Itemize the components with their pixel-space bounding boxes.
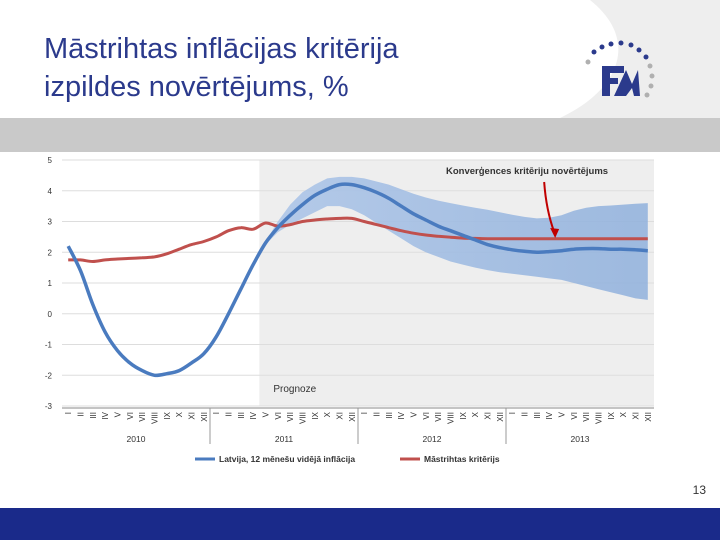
x-axis: I II III IV V VI VII VIII IX X XI XII I II III IV V VI VII…: [62, 407, 654, 444]
x-month-label: V: [262, 411, 271, 417]
x-month-label: VI: [422, 412, 431, 420]
x-month-label: IV: [545, 411, 554, 419]
slide-title-line-1: Māstrihtas inflācijas kritērija: [44, 33, 399, 65]
y-tick-label: 2: [48, 248, 53, 257]
x-month-label: IX: [311, 411, 320, 419]
x-month-label: IX: [459, 411, 468, 419]
page-number: 13: [692, 483, 706, 497]
x-month-label: VII: [434, 412, 443, 422]
x-month-label: III: [237, 412, 246, 419]
y-tick-label: 5: [48, 156, 53, 165]
legend-label-latvia: Latvija, 12 mēnešu vidējā inflācija: [219, 454, 355, 464]
x-month-label: III: [533, 412, 542, 419]
x-month-label: V: [410, 411, 419, 417]
x-month-label: IV: [101, 411, 110, 419]
x-month-label: VII: [286, 412, 295, 422]
annotation-arrowhead: [550, 227, 560, 238]
y-tick-label: 0: [48, 310, 53, 319]
x-month-label: III: [385, 412, 394, 419]
x-month-label: I: [64, 412, 73, 414]
annotation-label: Konverģences kritēriju novērtējums: [446, 166, 608, 177]
x-year-label: 2011: [275, 434, 294, 444]
x-month-label: XI: [188, 412, 197, 420]
x-month-label: II: [225, 412, 234, 416]
x-month-label: I: [508, 412, 517, 414]
series-line-maastricht-criterion: [68, 216, 648, 264]
x-year-label: 2012: [423, 434, 442, 444]
x-month-label: XII: [200, 412, 209, 422]
x-month-label: X: [471, 411, 480, 417]
x-month-label: II: [521, 412, 530, 416]
x-month-label: VII: [582, 412, 591, 422]
x-month-label: XII: [496, 412, 505, 422]
x-month-label: VII: [138, 412, 147, 422]
x-month-label: VI: [126, 412, 135, 420]
x-month-label: VIII: [595, 412, 604, 424]
annotation-arrow: [543, 181, 556, 233]
x-month-label: II: [77, 412, 86, 416]
x-month-label: I: [212, 412, 221, 414]
x-month-label: V: [114, 411, 123, 417]
x-year-label: 2013: [571, 434, 590, 444]
x-month-label: VIII: [299, 412, 308, 424]
x-year-label: 2010: [127, 434, 146, 444]
x-month-label: IV: [397, 411, 406, 419]
x-month-label: III: [89, 412, 98, 419]
x-month-label: II: [373, 412, 382, 416]
forecast-label: Prognoze: [273, 384, 316, 395]
inflation-chart: 5 4 3 2 1 0 -1 -2 -3 Prognoze Konverģences kritē…: [45, 156, 654, 464]
x-month-label: IX: [163, 411, 172, 419]
x-month-label: XI: [632, 412, 641, 420]
ministry-logo-icon: [585, 40, 655, 98]
series-line-latvia-inflation: [66, 182, 648, 378]
x-month-label: VI: [570, 412, 579, 420]
y-axis-ticks: 5 4 3 2 1 0 -1 -2 -3: [45, 156, 53, 411]
x-month-label: I: [360, 412, 369, 414]
y-tick-label: -3: [45, 402, 53, 411]
decorative-top-swoosh: [500, 0, 720, 118]
legend: Latvija, 12 mēnešu vidējā inflācija Māst…: [195, 454, 500, 464]
y-tick-label: 4: [48, 187, 53, 196]
legend-label-maastricht: Māstrihtas kritērijs: [424, 454, 500, 464]
x-month-label: XII: [644, 412, 653, 422]
footer-bar: [0, 508, 720, 540]
x-month-label: XI: [336, 412, 345, 420]
header-divider-band: [0, 118, 720, 152]
x-month-label: IV: [249, 411, 258, 419]
slide-title: Māstrihtas inflācijas kritērija izpildes…: [44, 30, 514, 106]
x-month-label: X: [323, 411, 332, 417]
y-tick-label: -1: [45, 341, 53, 350]
x-month-label: VIII: [447, 412, 456, 424]
x-month-label: IX: [607, 411, 616, 419]
x-month-label: X: [619, 411, 628, 417]
y-tick-label: 3: [48, 218, 53, 227]
x-month-label: XII: [348, 412, 357, 422]
y-tick-label: -2: [45, 371, 53, 380]
slide-title-line-2: izpildes novērtējums, %: [44, 71, 349, 103]
x-month-label: XI: [484, 412, 493, 420]
x-month-label: VI: [274, 412, 283, 420]
x-month-label: VIII: [151, 412, 160, 424]
x-month-label: X: [175, 411, 184, 417]
chart-container: 5 4 3 2 1 0 -1 -2 -3 Prognoze Konverģences kritē…: [40, 152, 664, 474]
y-tick-label: 1: [48, 279, 53, 288]
x-month-label: V: [558, 411, 567, 417]
